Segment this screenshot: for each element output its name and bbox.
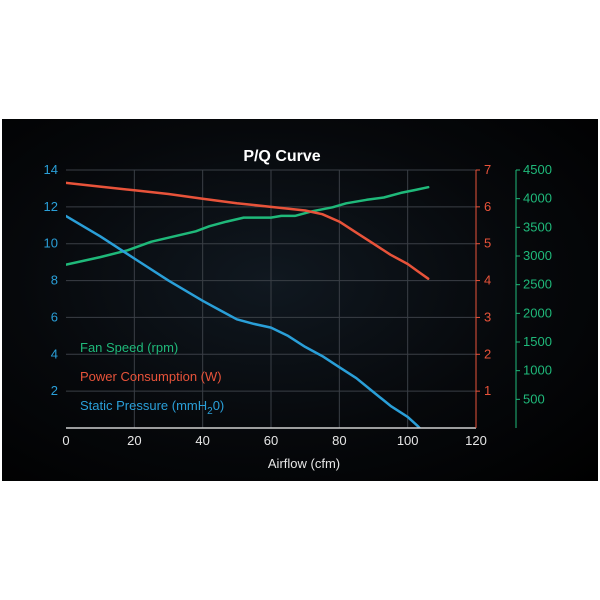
left-y-tick-label: 10 xyxy=(44,236,58,251)
left-y-tick-label: 14 xyxy=(44,162,58,177)
x-tick-label: 100 xyxy=(397,433,419,448)
legend: Fan Speed (rpm) Power Consumption (W) St… xyxy=(80,340,224,417)
x-tick-label: 40 xyxy=(195,433,209,448)
series-line-fan-speed-rpm xyxy=(66,185,430,266)
x-tick-label: 80 xyxy=(332,433,346,448)
left-y-tick-label: 6 xyxy=(51,309,58,324)
left-y-tick-label: 2 xyxy=(51,383,58,398)
right-axis-power-tick-label: 4 xyxy=(484,273,491,288)
legend-static-pressure: Static Pressure (mmH20) xyxy=(80,398,224,417)
right-axis-rpm-tick-label: 500 xyxy=(523,391,545,406)
series-line-static-pressure-mmh2o xyxy=(66,214,422,428)
axes-layer: 0 20 40 60 80 100 1202468101214123456750010001… xyxy=(44,162,552,448)
right-axis-rpm-tick-label: 1000 xyxy=(523,363,552,378)
pq-curve-chart: 0 20 40 60 80 100 1202468101214123456750010001… xyxy=(44,148,552,471)
right-axis-rpm-tick-label: 2500 xyxy=(523,277,552,292)
chart-panel: 0 20 40 60 80 100 120 2 4 6 8 10 12 14 1 2 3 4 5 6 7 500 1000 1… xyxy=(2,119,598,481)
x-tick-label: 0 xyxy=(62,433,69,448)
right-axis-rpm-tick-label: 1500 xyxy=(523,334,552,349)
legend-static-pressure-sub: 2 xyxy=(207,406,213,417)
legend-static-pressure-main: Static Pressure (mmH xyxy=(80,398,207,413)
left-y-tick-label: 8 xyxy=(51,273,58,288)
grid-layer xyxy=(66,169,476,428)
legend-static-pressure-tail: 0) xyxy=(213,398,225,413)
right-axis-power-tick-label: 1 xyxy=(484,383,491,398)
series-line-power-consumption-w xyxy=(66,181,430,280)
right-axis-rpm-tick-label: 3000 xyxy=(523,248,552,263)
right-axis-rpm-tick-label: 4000 xyxy=(523,191,552,206)
x-tick-label: 20 xyxy=(127,433,141,448)
series-layer xyxy=(66,181,430,428)
left-y-tick-label: 4 xyxy=(51,346,58,361)
right-axis-rpm-tick-label: 2000 xyxy=(523,305,552,320)
x-axis-label: Airflow (cfm) xyxy=(268,456,340,471)
x-tick-label: 60 xyxy=(264,433,278,448)
right-axis-power-tick-label: 2 xyxy=(484,346,491,361)
x-tick-label: 120 xyxy=(465,433,487,448)
chart-title: P/Q Curve xyxy=(243,148,320,165)
legend-fan-speed: Fan Speed (rpm) xyxy=(80,340,178,355)
right-axis-power-tick-label: 6 xyxy=(484,199,491,214)
right-axis-rpm-tick-label: 4500 xyxy=(523,162,552,177)
right-axis-power-tick-label: 7 xyxy=(484,162,491,177)
right-axis-power-tick-label: 5 xyxy=(484,236,491,251)
right-axis-rpm-tick-label: 3500 xyxy=(523,219,552,234)
right-axis-power-tick-label: 3 xyxy=(484,309,491,324)
legend-power-consumption: Power Consumption (W) xyxy=(80,369,222,384)
left-y-tick-label: 12 xyxy=(44,199,58,214)
